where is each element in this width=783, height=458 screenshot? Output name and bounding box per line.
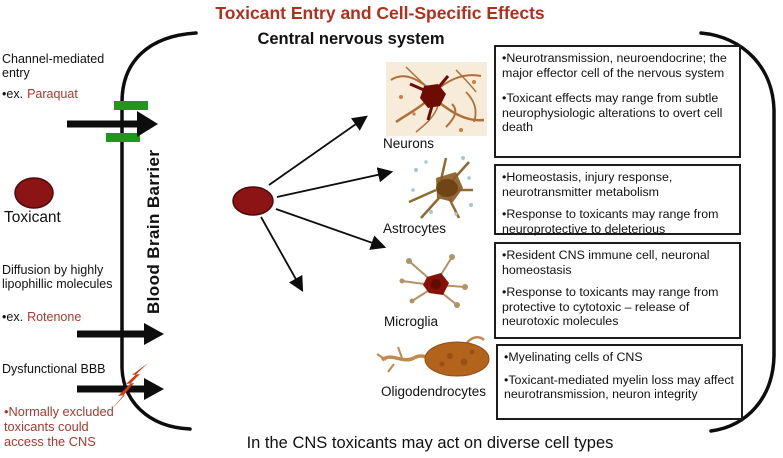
- example-bullet-prefix: •ex.: [2, 310, 24, 324]
- effect-bullet: •Myelinating cells of CNS: [504, 350, 643, 364]
- effect-bullet: •Response to toxicants may range from pr…: [502, 285, 719, 328]
- cell-label-astrocytes: Astrocytes: [383, 221, 447, 236]
- normally-excluded-note: •Normally excluded toxicants could acces…: [4, 404, 114, 450]
- example-bullet-prefix: •ex.: [2, 87, 24, 101]
- cell-label-microglia: Microglia: [384, 314, 439, 329]
- oligodendrocytes-micrograph: [376, 336, 490, 377]
- effect-bullet: •Homeostasis, injury response, neurotran…: [502, 170, 673, 199]
- dysfunctional-bbb-arrow-icon: [77, 378, 164, 400]
- effect-box-neurons: •Neurotransmission, neuroendocrine; the …: [494, 45, 741, 158]
- channel-entry-example: •ex. Paraquat: [2, 87, 142, 102]
- astrocytes-micrograph: [408, 156, 473, 219]
- cell-label-oligodendrocytes: Oligodendrocytes: [381, 384, 487, 399]
- effect-box-oligodendrocytes: •Myelinating cells of CNS •Toxicant-medi…: [496, 344, 743, 420]
- cns-region-title: Central nervous system: [257, 30, 445, 48]
- rotenone-text: Rotenone: [27, 310, 82, 324]
- paraquat-text: Paraquat: [27, 87, 78, 101]
- effect-box-astrocytes: •Homeostasis, injury response, neurotran…: [494, 164, 741, 236]
- channel-bar-top-icon: [114, 101, 148, 110]
- channel-entry-arrow-icon: [67, 111, 158, 137]
- effect-bullet: •Toxicant-mediated myelin loss may affec…: [504, 372, 734, 402]
- toxicant-label: Toxicant: [4, 209, 61, 226]
- neurons-micrograph: [386, 62, 487, 136]
- channel-entry-label: Channel-mediated entry: [2, 52, 105, 80]
- blood-brain-barrier-label: Blood Brain Barrier: [144, 149, 163, 315]
- lightning-bolt-icon: [111, 363, 148, 410]
- toxicant-ellipse-inside-cns: [232, 186, 274, 216]
- toxicant-ellipse-outside: [14, 177, 54, 209]
- effect-bullet: •Resident CNS immune cell, neuronal home…: [502, 248, 710, 277]
- toxicant-to-cells-arrows: [260, 115, 394, 293]
- effect-box-microglia: •Resident CNS immune cell, neuronal home…: [494, 242, 741, 339]
- cns-caption: In the CNS toxicants may act on diverse …: [246, 434, 614, 452]
- diffusion-entry-label: Diffusion by highly lipophillic molecule…: [2, 263, 113, 291]
- effect-bullet: •Response to toxicants may range from ne…: [502, 207, 719, 236]
- dysfunctional-bbb-label: Dysfunctional BBB: [2, 362, 106, 376]
- diffusion-entry-example: •ex. Rotenone: [2, 310, 142, 325]
- diagram-title: Toxicant Entry and Cell-Specific Effects: [215, 3, 545, 23]
- effect-bullet: •Toxicant effects may range from subtle …: [502, 91, 723, 134]
- channel-bar-bottom-icon: [106, 133, 140, 142]
- diffusion-entry-arrow-icon: [77, 323, 164, 345]
- effect-bullet: •Neurotransmission, neuroendocrine; the …: [502, 51, 727, 80]
- microglia-micrograph: [399, 254, 468, 308]
- cns-bracket: [699, 31, 776, 433]
- cell-label-neurons: Neurons: [383, 136, 435, 151]
